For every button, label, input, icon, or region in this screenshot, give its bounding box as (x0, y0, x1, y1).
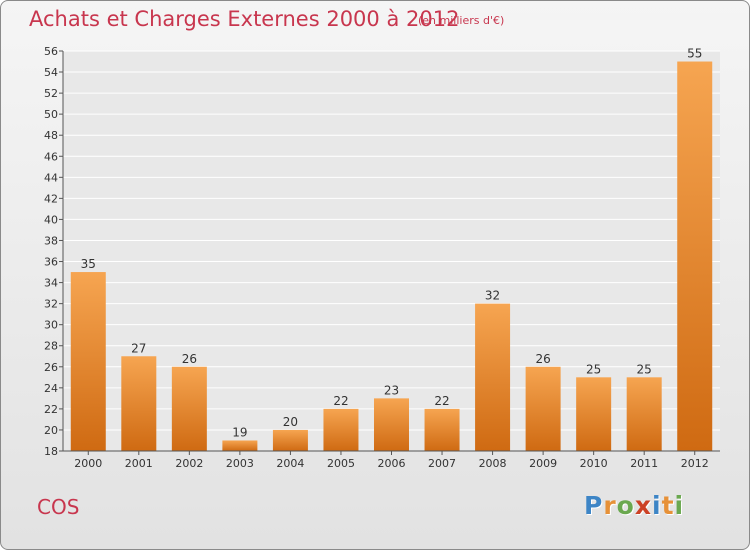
commune-name: COS (37, 495, 80, 519)
y-tick-label: 42 (44, 192, 58, 205)
x-tick-label: 2007 (428, 457, 456, 470)
bar (677, 61, 713, 452)
logo-letter: r (603, 491, 617, 520)
x-tick-label: 2005 (327, 457, 355, 470)
y-tick-label: 44 (44, 171, 58, 184)
y-tick-label: 36 (44, 256, 58, 269)
bar (121, 356, 157, 451)
y-tick-label: 26 (44, 361, 58, 374)
bars: 35 27 26 19 20 22 23 22 32 26 25 25 55 (70, 47, 713, 452)
bar (374, 398, 409, 451)
bar-value-label: 22 (434, 394, 449, 408)
bar (525, 366, 561, 451)
y-tick-label: 48 (44, 129, 58, 142)
proxiti-logo[interactable]: Proxiti (584, 491, 684, 520)
bar (171, 366, 207, 451)
bar (323, 408, 359, 451)
bar-value-label: 27 (131, 341, 146, 355)
bar-value-label: 26 (182, 352, 197, 366)
y-tick-label: 32 (44, 298, 58, 311)
y-tick-label: 20 (44, 424, 58, 437)
x-tick-label: 2001 (125, 457, 153, 470)
x-tick-label: 2006 (378, 457, 406, 470)
x-tick-label: 2002 (175, 457, 203, 470)
y-tick-label: 28 (44, 340, 58, 353)
bar-value-label: 20 (283, 415, 298, 429)
logo-letter: i (652, 491, 662, 520)
bar (70, 272, 106, 451)
x-tick-label: 2003 (226, 457, 254, 470)
logo-letter: i (674, 491, 685, 520)
bar-value-label: 22 (333, 394, 348, 408)
y-tick-label: 40 (44, 213, 58, 226)
y-tick-label: 56 (44, 45, 58, 58)
y-tick-label: 38 (44, 234, 58, 247)
bar-value-label: 25 (586, 362, 601, 376)
bar-value-label: 32 (485, 289, 500, 303)
logo-letter: o (616, 491, 635, 520)
x-tick-label: 2011 (630, 457, 658, 470)
bar-value-label: 25 (637, 362, 652, 376)
chart-title: Achats et Charges Externes 2000 à 2012 (29, 7, 460, 31)
y-tick-label: 54 (44, 66, 58, 79)
bar-value-label: 23 (384, 383, 399, 397)
y-tick-label: 24 (44, 382, 58, 395)
x-tick-label: 2009 (529, 457, 557, 470)
bar-value-label: 35 (81, 257, 96, 271)
chart-subtitle: (en milliers d'€) (418, 14, 505, 27)
bar (626, 377, 662, 451)
bar (576, 377, 612, 451)
y-tick-label: 30 (44, 319, 58, 332)
y-tick-label: 18 (44, 445, 58, 458)
x-tick-label: 2010 (580, 457, 608, 470)
logo-letter: P (584, 491, 604, 520)
bar (424, 408, 460, 451)
bar-value-label: 55 (687, 47, 702, 61)
x-axis: 2000 2001 2002 2003 2004 2005 2006 2007 2008 2009… (63, 450, 720, 470)
logo-letter: x (634, 491, 652, 520)
y-tick-label: 22 (44, 403, 58, 416)
x-tick-label: 2004 (276, 457, 304, 470)
y-tick-label: 50 (44, 108, 58, 121)
y-tick-label: 34 (44, 277, 58, 290)
x-tick-label: 2008 (479, 457, 507, 470)
bar (272, 429, 308, 451)
y-tick-label: 52 (44, 87, 58, 100)
x-tick-label: 2012 (681, 457, 709, 470)
bar (222, 440, 258, 451)
x-tick-label: 2000 (74, 457, 102, 470)
y-tick-label: 46 (44, 150, 58, 163)
bar-value-label: 26 (535, 352, 550, 366)
y-axis: 18 20 22 24 26 28 30 32 34 36 38 40 42 44 46 48 50 52 54 56 (44, 45, 64, 458)
bar (475, 303, 511, 451)
bar-value-label: 19 (232, 425, 247, 439)
logo-letter: t (661, 491, 675, 520)
